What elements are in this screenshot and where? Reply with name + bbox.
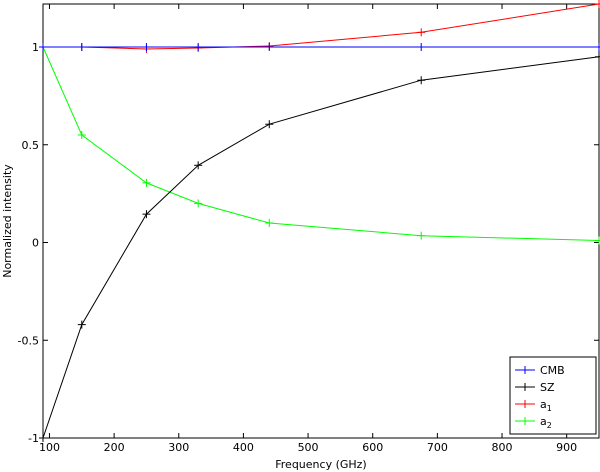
y-tick-label: -1 — [28, 432, 39, 445]
x-axis-title: Frequency (GHz) — [275, 458, 366, 471]
data-point — [142, 43, 151, 52]
data-point — [417, 28, 426, 37]
data-point — [77, 320, 86, 329]
legend: CMB SZ a1 a2 — [509, 356, 597, 435]
data-point — [194, 43, 203, 52]
data-point — [417, 76, 426, 85]
series-group — [39, 0, 600, 442]
data-point — [595, 43, 600, 52]
x-tick-label: 800 — [492, 441, 513, 454]
x-tick-label: 300 — [168, 441, 189, 454]
data-point — [265, 218, 274, 227]
y-tick-label: 0.5 — [22, 139, 40, 152]
data-point — [595, 236, 600, 245]
legend-label: a1 — [540, 398, 552, 413]
legend-item-a1: a1 — [515, 398, 552, 413]
y-axis-title: Normalized intensity — [1, 164, 14, 278]
x-tick-label: 900 — [556, 441, 577, 454]
data-point — [39, 434, 47, 442]
data-point — [77, 130, 86, 139]
legend-item-SZ: SZ — [515, 381, 555, 394]
x-tick-label: 200 — [104, 441, 125, 454]
plot-area — [42, 3, 600, 439]
data-point — [265, 43, 274, 52]
series-SZ — [39, 52, 600, 442]
legend-item-a2: a2 — [515, 415, 552, 430]
data-point — [77, 43, 86, 52]
x-tick-label: 400 — [233, 441, 254, 454]
data-point — [417, 43, 426, 52]
legend-item-CMB: CMB — [515, 364, 565, 377]
series-CMB — [39, 43, 600, 52]
series-a2 — [39, 43, 600, 245]
y-tick-label: -0.5 — [18, 334, 39, 347]
x-tick-label: 600 — [362, 441, 383, 454]
data-point — [194, 161, 203, 170]
x-tick-label: 500 — [298, 441, 319, 454]
y-tick-label: 1 — [32, 41, 39, 54]
data-point — [142, 210, 151, 219]
legend-label: CMB — [540, 364, 565, 377]
legend-label: SZ — [540, 381, 555, 394]
legend-label: a2 — [540, 415, 552, 430]
data-point — [194, 199, 203, 208]
data-point — [265, 120, 274, 129]
data-point — [595, 0, 600, 8]
data-point — [39, 43, 47, 52]
y-tick-label: 0 — [32, 237, 39, 250]
x-tick-label: 700 — [427, 441, 448, 454]
data-point — [417, 231, 426, 240]
x-tick-label: 100 — [39, 441, 60, 454]
data-point — [595, 52, 600, 61]
data-point — [142, 178, 151, 187]
x-axis: 100 200 300 400 500 600 700 800 900 — [39, 4, 577, 454]
